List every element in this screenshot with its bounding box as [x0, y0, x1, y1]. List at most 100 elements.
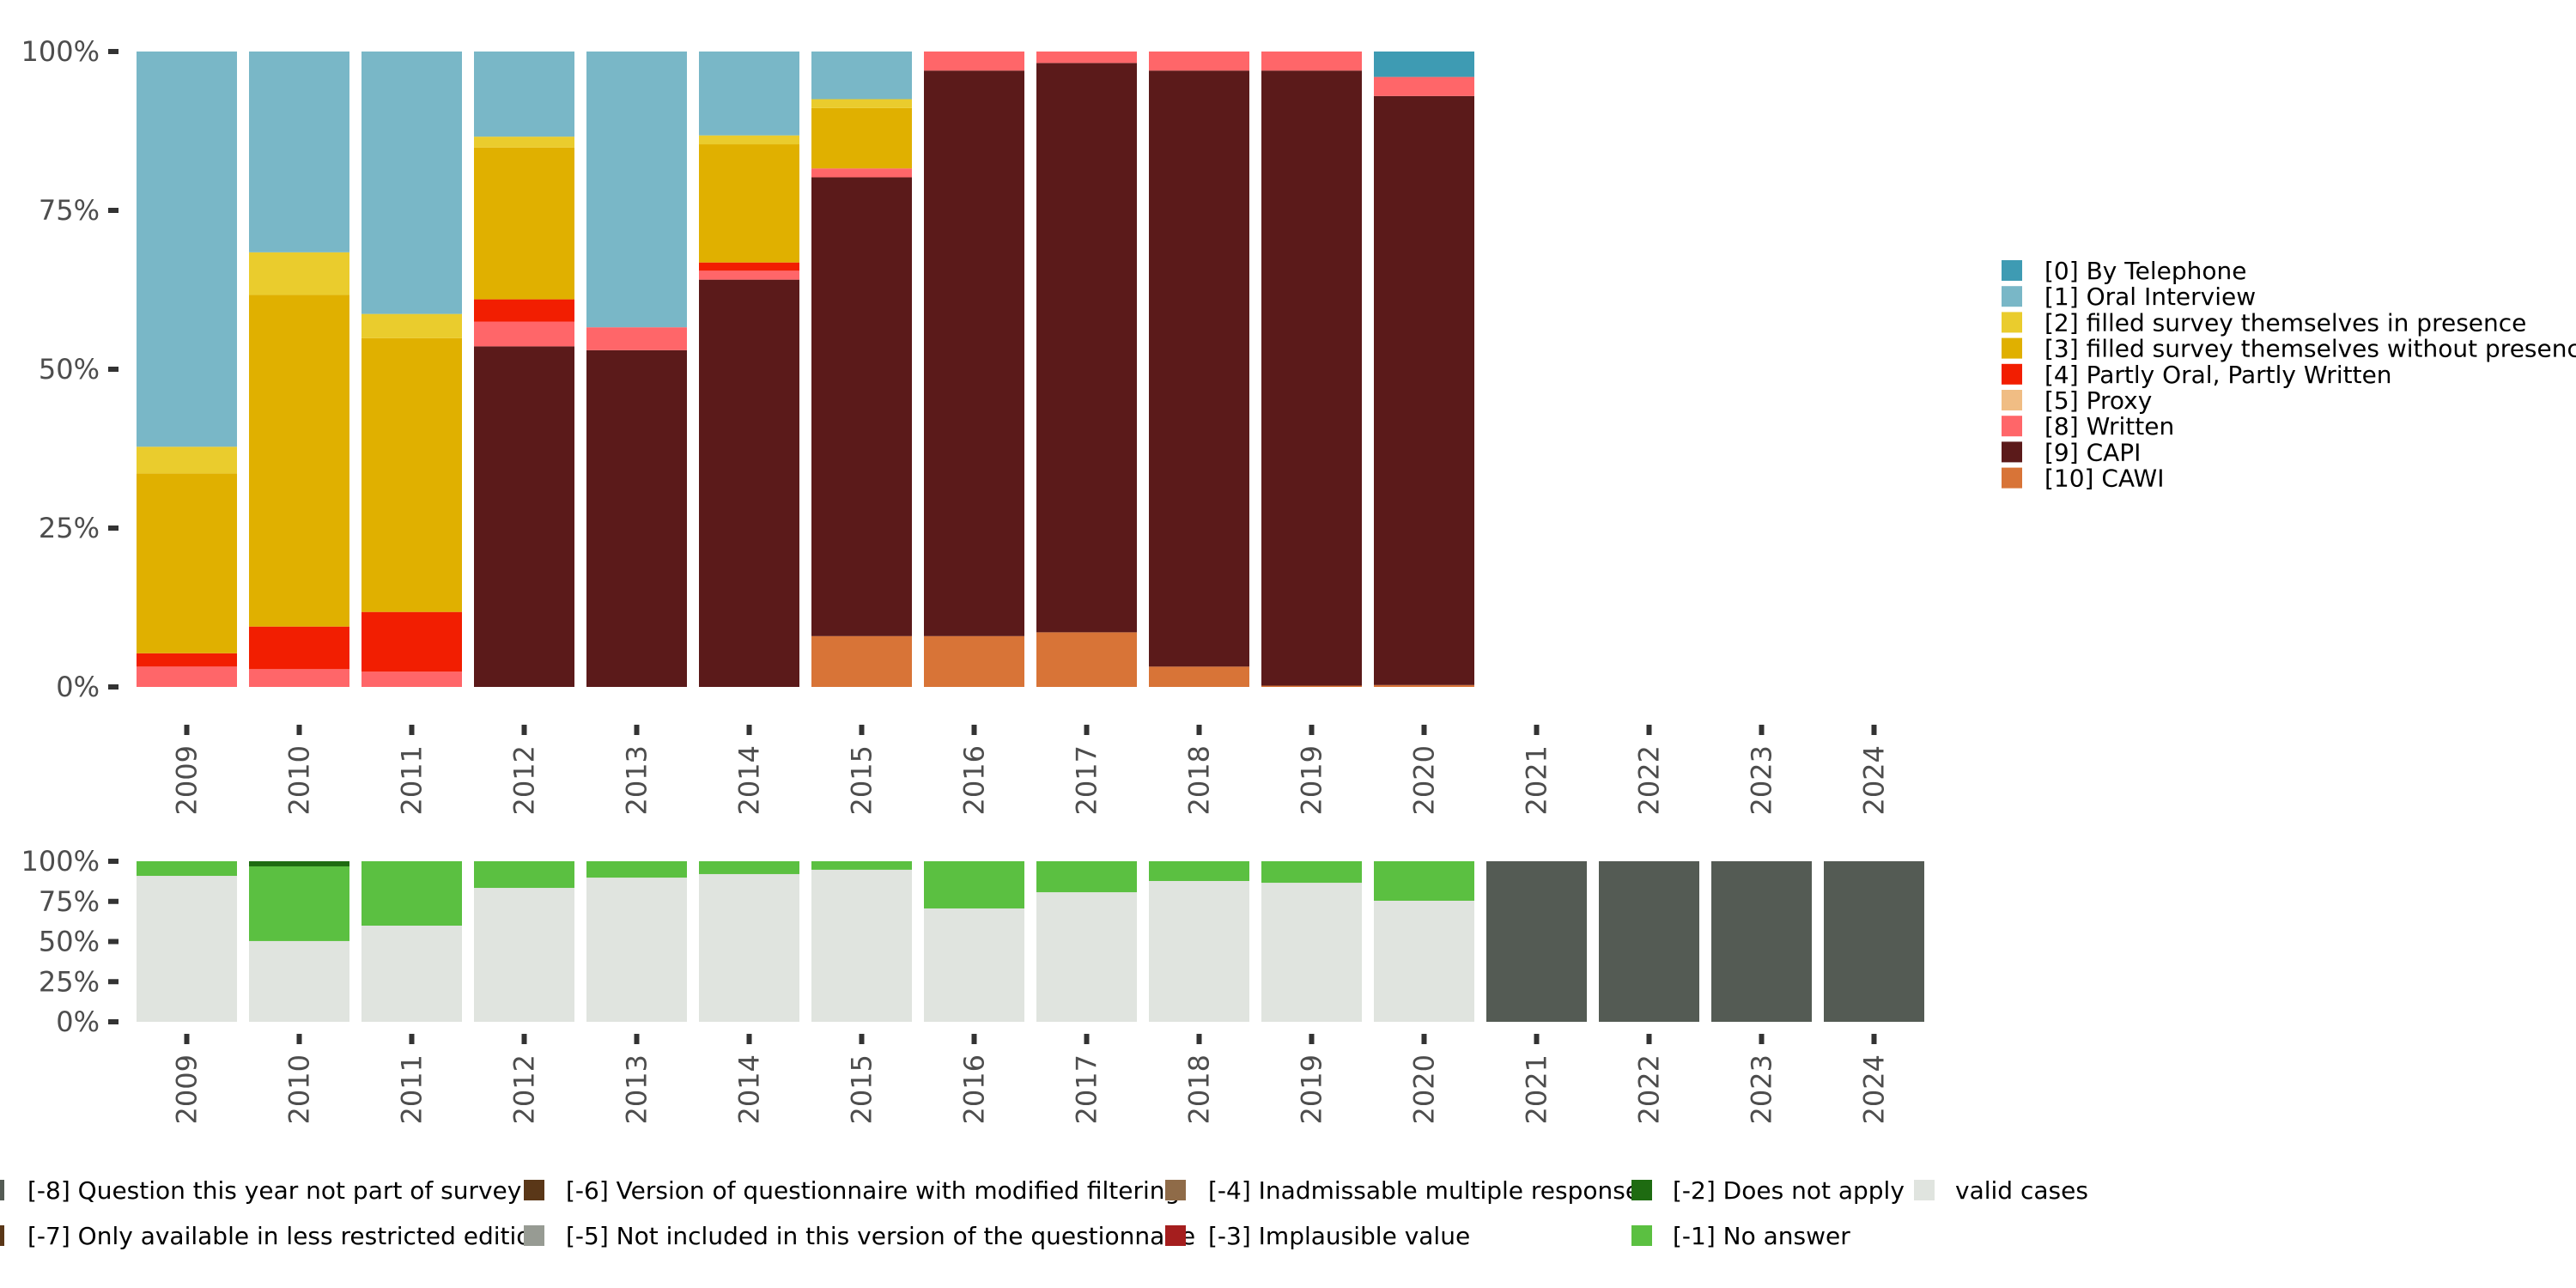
y-tick-label: 0%	[56, 1005, 100, 1038]
y-tick-mark	[108, 939, 118, 945]
legend-swatch	[2002, 286, 2022, 307]
x-tick-label: 2010	[283, 745, 316, 815]
legend-swatch	[1165, 1180, 1186, 1200]
bar-segment	[1374, 95, 1474, 685]
x-tick-label: 2012	[508, 745, 541, 815]
x-tick-label: 2021	[1521, 745, 1553, 815]
x-tick-label: 2022	[1633, 1054, 1666, 1124]
bar-segment	[1824, 861, 1924, 1022]
x-tick-mark	[746, 1034, 752, 1044]
legend-label: [-3] Implausible value	[1208, 1222, 1470, 1250]
legend-label: [-4] Inadmissable multiple response	[1208, 1176, 1640, 1205]
x-tick-mark	[1871, 725, 1877, 735]
y-tick-label: 100%	[21, 845, 100, 878]
x-tick-label: 2011	[396, 1054, 428, 1124]
x-tick-mark	[1871, 1034, 1877, 1044]
bar-segment	[811, 635, 912, 687]
bar-segment	[1374, 76, 1474, 96]
x-tick-mark	[1646, 725, 1652, 735]
bar-segment	[137, 666, 237, 687]
x-tick-label: 2023	[1746, 745, 1778, 815]
x-tick-label: 2014	[733, 745, 766, 815]
bar-segment	[1486, 861, 1587, 1022]
x-tick-mark	[1534, 1034, 1540, 1044]
y-tick-mark	[108, 859, 118, 864]
x-tick-mark	[1646, 1034, 1652, 1044]
bar-segment	[1261, 883, 1362, 1022]
bar-segment	[811, 107, 912, 169]
bar-segment	[811, 177, 912, 636]
bar-segment	[1374, 684, 1474, 687]
legend-label: [-6] Version of questionnaire with modif…	[566, 1176, 1180, 1205]
bar-segment	[361, 313, 462, 338]
bar-segment	[361, 925, 462, 1022]
bar-segment	[474, 137, 574, 148]
y-tick-mark	[108, 367, 118, 372]
y-tick-mark	[108, 49, 118, 54]
bar-segment	[1149, 52, 1249, 71]
bar-segment	[361, 861, 462, 926]
legend-label: [0] By Telephone	[2044, 257, 2246, 285]
bar-segment	[249, 940, 349, 1022]
bar-segment	[586, 878, 687, 1022]
bar-segment	[474, 321, 574, 347]
x-tick-label: 2020	[1408, 1054, 1441, 1124]
bar-segment	[137, 473, 237, 653]
bar-segment	[1374, 901, 1474, 1022]
legend-label: [-5] Not included in this version of the…	[566, 1222, 1195, 1250]
bar-segment	[924, 908, 1024, 1022]
legend-label: [-7] Only available in less restricted e…	[27, 1222, 546, 1250]
legend-swatch	[524, 1225, 544, 1246]
bar-segment	[1036, 52, 1137, 64]
x-tick-mark	[971, 725, 977, 735]
bar-segment	[474, 346, 574, 687]
legend-swatch	[2002, 441, 2022, 463]
bar-segment	[699, 873, 799, 1022]
bar-segment	[1036, 861, 1137, 893]
x-tick-label: 2019	[1296, 1054, 1328, 1124]
x-tick-label: 2019	[1296, 745, 1328, 815]
legend-label: [-8] Question this year not part of surv…	[27, 1176, 521, 1205]
bar-segment	[699, 861, 799, 874]
y-tick-mark	[108, 979, 118, 985]
bar-segment	[1149, 70, 1249, 667]
bar-segment	[924, 861, 1024, 908]
y-tick-mark	[108, 526, 118, 531]
x-tick-label: 2009	[171, 1054, 204, 1124]
bar-segment	[1374, 861, 1474, 902]
bar-segment	[811, 869, 912, 1022]
x-tick-label: 2016	[958, 745, 991, 815]
x-tick-mark	[184, 725, 190, 735]
x-tick-label: 2017	[1071, 1054, 1103, 1124]
bottom-legend: [-8] Question this year not part of surv…	[0, 1176, 2088, 1250]
legend-swatch	[1631, 1180, 1652, 1200]
bar-segment	[1261, 70, 1362, 686]
x-tick-label: 2013	[621, 745, 653, 815]
x-tick-mark	[296, 1034, 302, 1044]
legend-label: valid cases	[1955, 1176, 2088, 1205]
bar-segment	[1036, 892, 1137, 1022]
bar-segment	[1261, 685, 1362, 687]
x-tick-mark	[1196, 1034, 1202, 1044]
bar-segment	[1036, 63, 1137, 633]
x-tick-mark	[1084, 1034, 1090, 1044]
mode-of-interview-chart: 0% 25% 50% 75% 100% 2009 2010 2011 2012 2013 2014…	[21, 35, 2576, 815]
x-tick-mark	[521, 725, 527, 735]
y-tick-label: 100%	[21, 35, 100, 68]
x-tick-mark	[1421, 1034, 1427, 1044]
legend-label: [1] Oral Interview	[2044, 283, 2256, 311]
x-tick-label: 2011	[396, 745, 428, 815]
x-tick-mark	[1421, 725, 1427, 735]
bar-segment	[361, 611, 462, 672]
legend-label: [8] Written	[2044, 412, 2174, 440]
bar-segment	[474, 861, 574, 889]
bar-segment	[1149, 666, 1249, 687]
x-tick-label: 2010	[283, 1054, 316, 1124]
y-tick-label: 75%	[39, 885, 100, 918]
x-tick-label: 2014	[733, 1054, 766, 1124]
legend-label: [10] CAWI	[2044, 465, 2165, 493]
bar-segment	[699, 144, 799, 263]
legend-label: [4] Partly Oral, Partly Written	[2044, 361, 2392, 389]
x-tick-label: 2017	[1071, 745, 1103, 815]
x-tick-label: 2015	[846, 745, 878, 815]
